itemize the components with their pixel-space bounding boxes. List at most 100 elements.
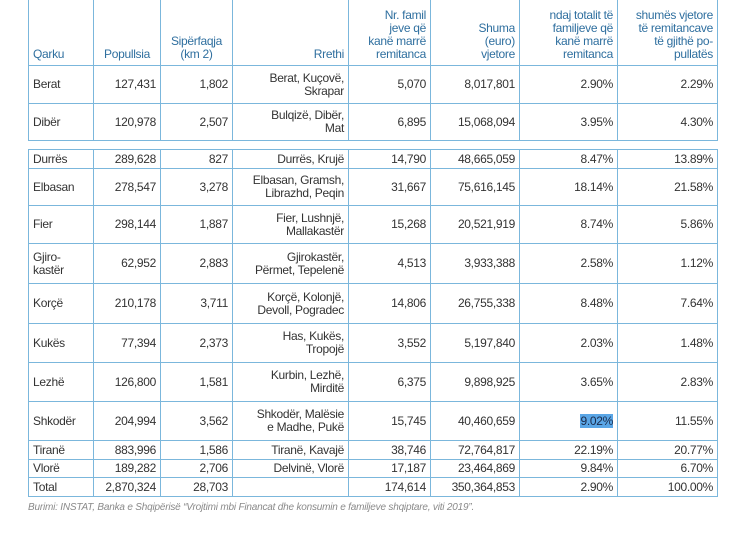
- table-cell: 3,552: [348, 323, 431, 363]
- table-cell: 298,144: [93, 205, 161, 244]
- table-cell: 204,994: [93, 401, 161, 441]
- table-row: Durrës 289,628 827 Durrës, Krujë 14,790 48,66…: [28, 149, 718, 169]
- table-cell: 1,586: [160, 440, 233, 460]
- header-cell: Sipërfaqja (km 2): [160, 0, 233, 66]
- table-cell: Berat, Kuçovë, Skrapar: [232, 65, 349, 104]
- table-cell: 8.48%: [519, 283, 618, 324]
- table-cell: Shkodër: [28, 401, 94, 441]
- table-cell: Fier: [28, 205, 94, 244]
- table-cell: 62,952: [93, 243, 161, 284]
- table-cell: 350,364,853: [430, 477, 520, 497]
- table-row: Total 2,870,324 28,703 174,614 350,364,853 2.…: [28, 477, 718, 497]
- table-cell: 14,806: [348, 283, 431, 324]
- table-cell: 14,790: [348, 149, 431, 169]
- table-cell: 1,802: [160, 65, 233, 104]
- table-cell: 20,521,919: [430, 205, 520, 244]
- table-cell: 75,616,145: [430, 168, 520, 206]
- table-cell: 1.12%: [617, 243, 718, 284]
- table-cell: Elbasan: [28, 168, 94, 206]
- header-cell: Nr. famil jeve që kanë marrë remitanca: [348, 0, 431, 66]
- table-cell: 15,745: [348, 401, 431, 441]
- table-row: Lezhë 126,800 1,581 Kurbin, Lezhë, Mirditë 6…: [28, 362, 718, 402]
- table-cell: 38,746: [348, 440, 431, 460]
- table-cell: Lezhë: [28, 362, 94, 402]
- table-row: Korçë 210,178 3,711 Korçë, Kolonjë, Devoll,…: [28, 283, 718, 324]
- table-cell: Gjiro- kastër: [28, 243, 94, 284]
- table-cell: Korçë, Kolonjë, Devoll, Pogradec: [232, 283, 349, 324]
- table-cell: 2.83%: [617, 362, 718, 402]
- table-cell: 9,898,925: [430, 362, 520, 402]
- table-row: Tiranë 883,996 1,586 Tiranë, Kavajë 38,746 72…: [28, 440, 718, 460]
- table-cell: 2,373: [160, 323, 233, 363]
- table-cell: [232, 477, 349, 497]
- table-cell: Tiranë, Kavajë: [232, 440, 349, 460]
- table-cell: 1.48%: [617, 323, 718, 363]
- data-table: Durrës 289,628 827 Durrës, Krujë 14,790 48,66…: [28, 149, 718, 497]
- table-cell: Korçë: [28, 283, 94, 324]
- table-cell: 278,547: [93, 168, 161, 206]
- source-note: Burimi: INSTAT, Banka e Shqipërisë “Vroj…: [28, 502, 475, 513]
- table-cell: 15,268: [348, 205, 431, 244]
- header-cell: Rrethi: [232, 0, 349, 66]
- table-cell: 4.30%: [617, 103, 718, 141]
- table-cell: 3,278: [160, 168, 233, 206]
- table-cell: 18.14%: [519, 168, 618, 206]
- table-cell: 126,800: [93, 362, 161, 402]
- table-cell: 100.00%: [617, 477, 718, 497]
- table-cell: 1,887: [160, 205, 233, 244]
- table-cell: 28,703: [160, 477, 233, 497]
- table-cell: 2.90%: [519, 477, 618, 497]
- table-cell: 3,711: [160, 283, 233, 324]
- table-cell: 3,933,388: [430, 243, 520, 284]
- table-cell: Durrës, Krujë: [232, 149, 349, 169]
- table-cell: 2.29%: [617, 65, 718, 104]
- table-cell: 120,978: [93, 103, 161, 141]
- table-cell: 5,070: [348, 65, 431, 104]
- table-cell: Fier, Lushnjë, Mallakastër: [232, 205, 349, 244]
- header-cell: Qarku: [28, 0, 94, 66]
- table-cell: 2.90%: [519, 65, 618, 104]
- table-cell: 4,513: [348, 243, 431, 284]
- table-cell: Delvinë, Vlorë: [232, 459, 349, 478]
- table-cell: 17,187: [348, 459, 431, 478]
- table-cell: 210,178: [93, 283, 161, 324]
- table-cell: Elbasan, Gramsh, Librazhd, Peqin: [232, 168, 349, 206]
- table-cell: Durrës: [28, 149, 94, 169]
- table-row: Shkodër 204,994 3,562 Shkodër, Malësie e Ma…: [28, 401, 718, 441]
- table-cell: 11.55%: [617, 401, 718, 441]
- table-cell: 23,464,869: [430, 459, 520, 478]
- table-cell: 827: [160, 149, 233, 169]
- table-cell: 174,614: [348, 477, 431, 497]
- table-cell: Vlorë: [28, 459, 94, 478]
- header-cell: Popullsia: [93, 0, 161, 66]
- table-cell: 31,667: [348, 168, 431, 206]
- table-cell: 15,068,094: [430, 103, 520, 141]
- table-cell: Tiranë: [28, 440, 94, 460]
- table-cell: 127,431: [93, 65, 161, 104]
- table-cell: 3,562: [160, 401, 233, 441]
- table-row: Dibër 120,978 2,507 Bulqizë, Dibër, Mat 6,89…: [28, 103, 718, 141]
- table-cell: 21.58%: [617, 168, 718, 206]
- table-row: Elbasan 278,547 3,278 Elbasan, Gramsh, Libr…: [28, 168, 718, 206]
- table-cell: 8.74%: [519, 205, 618, 244]
- table-cell: 7.64%: [617, 283, 718, 324]
- header-cell: ndaj totalit të familjeve që kanë marrë …: [519, 0, 618, 66]
- table-cell: 289,628: [93, 149, 161, 169]
- table-cell: 77,394: [93, 323, 161, 363]
- table-cell: 72,764,817: [430, 440, 520, 460]
- table-cell: 5.86%: [617, 205, 718, 244]
- table-cell: 8.47%: [519, 149, 618, 169]
- header-cell: shumës vjetore të remitancave të gjithë …: [617, 0, 718, 66]
- table-cell: 6.70%: [617, 459, 718, 478]
- table-cell: 9.84%: [519, 459, 618, 478]
- table-cell: Total: [28, 477, 94, 497]
- table-cell: 13.89%: [617, 149, 718, 169]
- table-row: Gjiro- kastër 62,952 2,883 Gjirokastër, Për…: [28, 243, 718, 284]
- table-cell: 1,581: [160, 362, 233, 402]
- table-cell: 2.03%: [519, 323, 618, 363]
- table-cell: 883,996: [93, 440, 161, 460]
- table-cell: 6,375: [348, 362, 431, 402]
- data-table: Qarku Popullsia Sipërfaqja (km 2) Rrethi Nr.…: [28, 0, 718, 141]
- table-cell: 2,883: [160, 243, 233, 284]
